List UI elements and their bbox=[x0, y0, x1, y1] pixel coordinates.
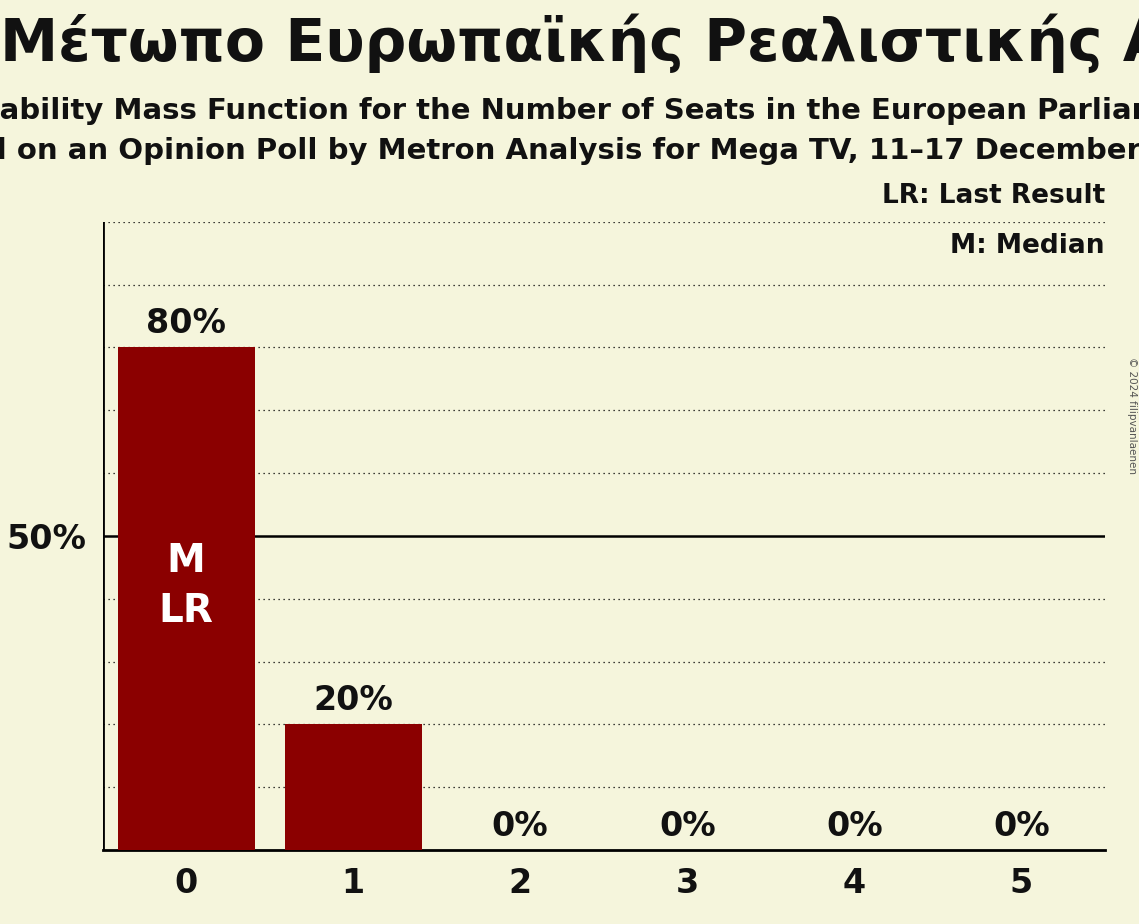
Text: 0%: 0% bbox=[993, 809, 1050, 843]
Text: LR: Last Result: LR: Last Result bbox=[882, 183, 1105, 209]
Text: Μέτωπο Ευρωπαϊκής Ρεαλιστικής Ανυπακοής (GUE/NGL): Μέτωπο Ευρωπαϊκής Ρεαλιστικής Ανυπακοής … bbox=[0, 14, 1139, 73]
Text: M
LR: M LR bbox=[158, 542, 213, 630]
Text: 20%: 20% bbox=[313, 684, 393, 717]
Bar bbox=[285, 724, 421, 850]
Text: Probability Mass Function for the Number of Seats in the European Parliament: Probability Mass Function for the Number… bbox=[0, 97, 1139, 125]
Text: © 2024 filipvanlaenen: © 2024 filipvanlaenen bbox=[1126, 358, 1137, 474]
Text: 0%: 0% bbox=[658, 809, 715, 843]
Bar bbox=[117, 347, 254, 850]
Text: M: Median: M: Median bbox=[950, 234, 1105, 260]
Text: 80%: 80% bbox=[146, 307, 226, 340]
Text: 0%: 0% bbox=[492, 809, 549, 843]
Text: Based on an Opinion Poll by Metron Analysis for Mega TV, 11–17 December 2024: Based on an Opinion Poll by Metron Analy… bbox=[0, 137, 1139, 164]
Text: 0%: 0% bbox=[826, 809, 883, 843]
